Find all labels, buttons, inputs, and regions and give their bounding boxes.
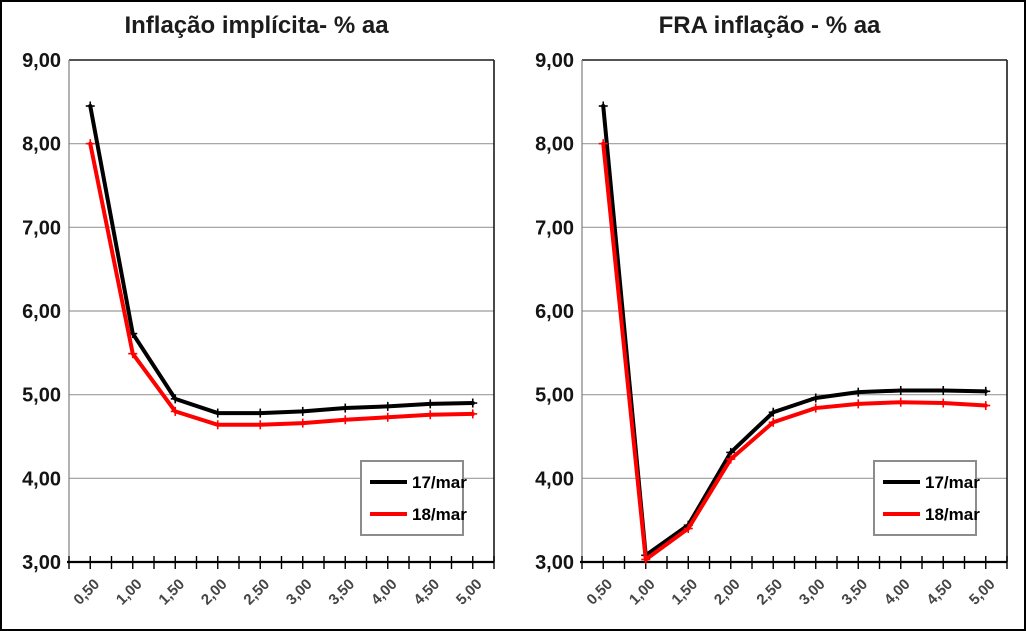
plot-area-fra-inflation: 3,00 4,00 5,00 6,00 7,00 8,00 9,00 0,50 1,00 1,50… <box>535 50 1008 609</box>
legend: 17/mar 18/mar <box>360 460 467 536</box>
y-axis-label: 4,00 <box>535 468 574 490</box>
legend: 17/mar 18/mar <box>873 460 980 536</box>
y-axis-label: 6,00 <box>22 301 61 323</box>
x-axis-label: 2,00 <box>711 576 744 609</box>
legend-line-sample-17mar <box>883 480 920 484</box>
plot-area-implicit-inflation: 3,00 4,00 5,00 6,00 7,00 8,00 9,00 0,50 1,00 1,50… <box>22 50 495 609</box>
y-axis-label: 7,00 <box>535 217 574 239</box>
x-axis-label: 2,50 <box>240 576 273 609</box>
y-axis-label: 4,00 <box>22 468 61 490</box>
x-axis-label: 2,50 <box>753 576 786 609</box>
legend-line-sample-18mar <box>883 512 920 516</box>
y-axis-label: 9,00 <box>535 50 574 72</box>
x-axis-label: 4,00 <box>368 576 401 609</box>
x-axis-label: 3,00 <box>283 576 316 609</box>
y-axis-label: 8,00 <box>535 134 574 156</box>
x-axis-label: 0,50 <box>583 576 616 609</box>
legend-line-sample-17mar <box>370 480 407 484</box>
legend-label-18mar: 18/mar <box>412 504 467 524</box>
chart-implicit-inflation: Inflação implícita- % aa 3,00 4,00 5,00 6,0… <box>22 12 495 609</box>
x-axis-label: 4,00 <box>881 576 914 609</box>
x-axis-label: 3,50 <box>325 576 358 609</box>
y-axis-label: 9,00 <box>22 50 61 72</box>
x-axis-label: 2,00 <box>198 576 231 609</box>
x-axis-label: 1,50 <box>155 576 188 609</box>
x-axis-label: 5,00 <box>453 576 486 609</box>
legend-label-18mar: 18/mar <box>925 504 980 524</box>
series-line-18mar <box>601 141 988 562</box>
y-axis-label: 5,00 <box>535 385 574 407</box>
series-line-17mar <box>88 104 475 416</box>
y-axis-label: 7,00 <box>22 217 61 239</box>
x-axis-label: 1,00 <box>113 576 146 609</box>
x-axis-label: 5,00 <box>966 576 999 609</box>
y-axis-label: 6,00 <box>535 301 574 323</box>
legend-label-17mar: 17/mar <box>925 472 980 492</box>
x-axis-label: 4,50 <box>923 576 956 609</box>
y-axis-label: 3,00 <box>535 552 574 574</box>
legend-item-17mar: 17/mar <box>883 474 980 491</box>
chart-title-implicit-inflation: Inflação implícita- % aa <box>124 12 389 39</box>
x-axis-label: 3,00 <box>796 576 829 609</box>
legend-item-17mar: 17/mar <box>370 474 467 491</box>
x-axis-label: 0,50 <box>70 576 103 609</box>
legend-line-sample-18mar <box>370 512 407 516</box>
x-axis-label: 4,50 <box>410 576 443 609</box>
series-line-18mar <box>88 141 475 427</box>
chart-title-fra-inflation: FRA inflação - % aa <box>658 12 881 39</box>
x-axis-label: 1,00 <box>626 576 659 609</box>
legend-label-17mar: 17/mar <box>412 472 467 492</box>
chart-fra-inflation: FRA inflação - % aa 3,00 4,00 5,00 6,00 7,00… <box>513 0 1026 631</box>
series-line-17mar <box>601 104 988 558</box>
legend-item-18mar: 18/mar <box>370 506 467 523</box>
x-axis-label: 3,50 <box>838 576 871 609</box>
y-axis-label: 3,00 <box>22 552 61 574</box>
x-axis-label: 1,50 <box>668 576 701 609</box>
legend-item-18mar: 18/mar <box>883 506 980 523</box>
y-axis-label: 5,00 <box>22 385 61 407</box>
y-axis-label: 8,00 <box>22 134 61 156</box>
